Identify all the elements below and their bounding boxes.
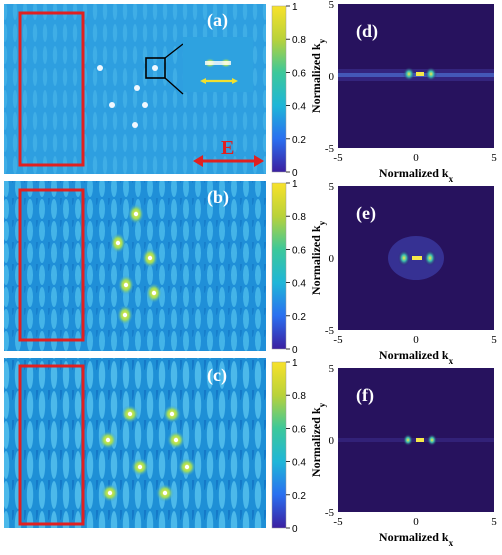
highlight-box-b bbox=[18, 188, 85, 342]
panel-letter-d: (d) bbox=[356, 21, 378, 42]
panel-letter-c: (c) bbox=[207, 365, 227, 386]
nanoparticles-a bbox=[97, 65, 158, 128]
panel-a: (a) E bbox=[4, 4, 266, 174]
colorbar-tick-label: 0.6 bbox=[292, 68, 306, 79]
y-tick-label: 5 bbox=[329, 0, 335, 11]
k-axis-ticks: -5 0 5 -5 0 5 -5 0 5 -5 0 5 -5 0 5 -5 0 5 bbox=[325, 0, 497, 528]
colorbar-tick-label: 0.4 bbox=[292, 279, 306, 290]
colorbar-tick-label: 1 bbox=[292, 179, 298, 190]
y-axis-label: Normalized ky bbox=[309, 402, 327, 477]
y-tick-label: 0 bbox=[329, 253, 335, 265]
colorbar-tick-label: 1 bbox=[292, 358, 298, 369]
field-map-c bbox=[4, 358, 266, 528]
colorbar-tick-label: 0.8 bbox=[292, 212, 306, 223]
field-label: E bbox=[221, 137, 234, 159]
colorbar-tick-label: 1 bbox=[292, 2, 298, 13]
panel-letter-a: (a) bbox=[207, 10, 228, 31]
k-axis-labels: Normalized kx Normalized ky Normalized kx N… bbox=[309, 38, 454, 548]
colorbar-tick-label: 0 bbox=[292, 524, 298, 535]
panel-b: (b) bbox=[4, 181, 266, 351]
highlight-box-c bbox=[18, 364, 85, 526]
e-field-arrow: E bbox=[193, 137, 264, 167]
y-tick-label: 5 bbox=[329, 363, 335, 375]
x-axis-label: Normalized kx bbox=[379, 166, 454, 184]
panel-d: (d) bbox=[338, 4, 494, 148]
zoom-box bbox=[145, 57, 166, 79]
y-axis-label: Normalized ky bbox=[309, 38, 327, 113]
y-tick-label: 0 bbox=[329, 71, 335, 83]
x-axis-label: Normalized kx bbox=[379, 348, 454, 366]
x-axis-label: Normalized kx bbox=[379, 530, 454, 548]
colorbar-tick-label: 0.8 bbox=[292, 391, 306, 402]
colorbar-tick-label: 0.4 bbox=[292, 102, 306, 113]
x-tick-label: 5 bbox=[491, 516, 497, 528]
k-space-panels: (d) (e) (f) -5 0 5 -5 0 5 -5 0 5 -5 0 5 -5 0 5 -5 0 5 Nor… bbox=[309, 0, 497, 548]
x-tick-label: -5 bbox=[333, 334, 343, 346]
x-tick-label: 0 bbox=[413, 334, 419, 346]
colorbar-tick-label: 0.6 bbox=[292, 424, 306, 435]
panel-f: (f) bbox=[338, 368, 494, 512]
colorbar-tick-label: 0.6 bbox=[292, 245, 306, 256]
y-tick-label: -5 bbox=[325, 325, 335, 337]
nanoparticles-c bbox=[99, 405, 196, 502]
x-tick-label: 5 bbox=[491, 152, 497, 164]
nanoparticles-b bbox=[110, 204, 162, 325]
colorbar-tick-label: 0.2 bbox=[292, 312, 306, 323]
y-tick-label: 0 bbox=[329, 435, 335, 447]
y-axis-label: Normalized ky bbox=[309, 220, 327, 295]
colorbar-b bbox=[271, 182, 287, 350]
x-tick-label: -5 bbox=[333, 152, 343, 164]
colorbar-tick-label: 0.4 bbox=[292, 458, 306, 469]
colorbar-tick-label: 0.2 bbox=[292, 491, 306, 502]
y-tick-label: -5 bbox=[325, 143, 335, 155]
panel-letter-f: (f) bbox=[356, 385, 374, 406]
colorbar-tick-label: 0 bbox=[292, 345, 298, 356]
x-tick-label: -5 bbox=[333, 516, 343, 528]
x-tick-label: 5 bbox=[491, 334, 497, 346]
colorbar-ticks: 10.80.60.40.2010.80.60.40.2010.80.60.40.… bbox=[286, 2, 306, 535]
colorbar-c bbox=[271, 361, 287, 529]
colorbars: 10.80.60.40.2010.80.60.40.2010.80.60.40.… bbox=[271, 2, 306, 535]
colorbar-a bbox=[271, 5, 287, 173]
y-tick-label: -5 bbox=[325, 507, 335, 519]
inset-zoom bbox=[183, 37, 253, 92]
colorbar-tick-label: 0.2 bbox=[292, 135, 306, 146]
colorbar-tick-label: 0 bbox=[292, 168, 298, 179]
panel-letter-e: (e) bbox=[356, 203, 376, 224]
x-tick-label: 0 bbox=[413, 516, 419, 528]
panel-letter-b: (b) bbox=[207, 187, 229, 208]
highlight-box-a bbox=[18, 11, 85, 167]
y-tick-label: 5 bbox=[329, 181, 335, 193]
panel-e: (e) bbox=[338, 186, 494, 330]
colorbar-tick-label: 0.8 bbox=[292, 35, 306, 46]
panel-c: (c) bbox=[4, 358, 266, 528]
x-tick-label: 0 bbox=[413, 152, 419, 164]
